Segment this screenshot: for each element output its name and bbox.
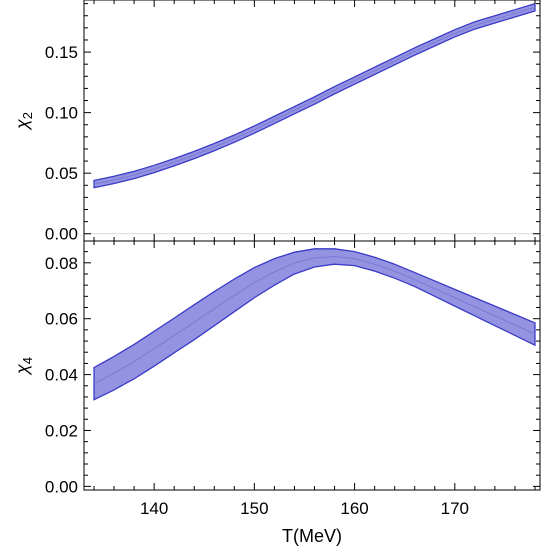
top-y-tick-label: 0.15 <box>45 43 78 62</box>
top-band-layer <box>93 2 536 189</box>
bot-central-curve <box>93 256 536 385</box>
bot-y-tick-label: 0.08 <box>45 254 78 273</box>
top-plot-frame <box>83 0 541 242</box>
top-y-label-main: χ <box>12 118 32 131</box>
bot-y-tick-label: 0.02 <box>45 421 78 440</box>
bottom-ticks: 0.00 0.02 0.04 0.06 0.08 140 150 160 170 <box>45 241 540 518</box>
bot-x-tick-label: 140 <box>140 499 168 518</box>
top-ticks: 0.00 0.05 0.10 0.15 <box>45 0 540 244</box>
bot-y-tick-label: 0.00 <box>45 477 78 496</box>
bot-uncertainty-band <box>93 248 536 401</box>
top-y-tick-label: 0.00 <box>45 225 78 244</box>
bot-x-tick-label: 170 <box>441 499 469 518</box>
bottom-y-label-sub: 4 <box>20 357 35 364</box>
bottom-y-axis-label: χ4 <box>12 357 35 376</box>
bottom-panel: 0.00 0.02 0.04 0.06 0.08 140 150 160 170 χ4 T(Me… <box>12 240 541 546</box>
bot-x-tick-label: 150 <box>240 499 268 518</box>
bottom-plot-frame <box>83 240 541 491</box>
top-y-tick-label: 0.05 <box>45 164 78 183</box>
bottom-y-label-main: χ <box>12 363 32 376</box>
top-central-curve <box>93 6 536 185</box>
bot-y-tick-label: 0.04 <box>45 366 78 385</box>
top-y-tick-label: 0.10 <box>45 104 78 123</box>
top-y-label-sub: 2 <box>20 112 35 119</box>
bot-y-tick-label: 0.06 <box>45 310 78 329</box>
top-y-axis-label: χ2 <box>12 112 35 131</box>
top-uncertainty-band <box>93 2 536 189</box>
top-panel: 0.00 0.05 0.10 0.15 χ2 <box>12 0 541 244</box>
bottom-band-layer <box>93 248 536 401</box>
x-axis-label: T(MeV) <box>282 526 342 546</box>
bot-x-tick-label: 160 <box>340 499 368 518</box>
